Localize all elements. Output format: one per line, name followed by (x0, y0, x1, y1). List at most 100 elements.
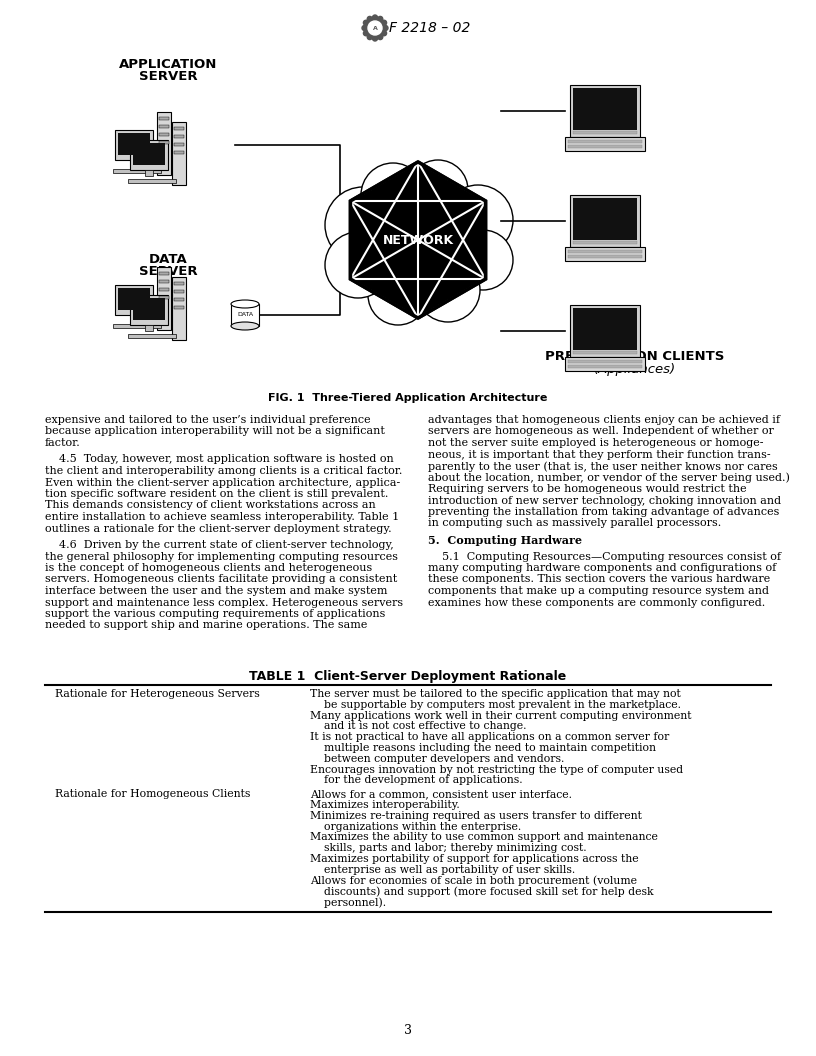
Bar (568, 360, 642, 363)
Text: Allows for a common, consistent user interface.: Allows for a common, consistent user int… (310, 789, 572, 799)
Text: preventing the installation from taking advantage of advances: preventing the installation from taking … (428, 507, 779, 517)
Bar (157, 267, 171, 329)
Text: Many applications work well in their current computing environment: Many applications work well in their cur… (310, 711, 691, 720)
Text: these components. This section covers the various hardware: these components. This section covers th… (428, 574, 770, 585)
Circle shape (368, 21, 382, 35)
Bar (118, 288, 150, 310)
Text: neous, it is important that they perform their function trans-: neous, it is important that they perform… (428, 450, 770, 459)
Text: 3: 3 (404, 1023, 412, 1037)
Text: interface between the user and the system and make system: interface between the user and the syste… (45, 586, 388, 596)
Text: servers. Homogeneous clients facilitate providing a consistent: servers. Homogeneous clients facilitate … (45, 574, 397, 585)
Text: 5.  Computing Hardware: 5. Computing Hardware (428, 535, 582, 546)
Text: about the location, number, or vendor of the server being used.): about the location, number, or vendor of… (428, 472, 790, 483)
Circle shape (382, 20, 387, 25)
Text: organizations within the enterprise.: organizations within the enterprise. (310, 822, 521, 831)
Text: SERVER: SERVER (139, 70, 197, 83)
Bar (133, 298, 165, 320)
Text: Allows for economies of scale in both procurement (volume: Allows for economies of scale in both pr… (310, 875, 637, 886)
Bar (159, 125, 169, 128)
Bar (568, 250, 642, 253)
Bar (231, 304, 259, 326)
Bar (159, 272, 169, 275)
Bar (133, 143, 165, 165)
Text: between computer developers and vendors.: between computer developers and vendors. (310, 754, 565, 763)
Text: PRESENTATION CLIENTS: PRESENTATION CLIENTS (545, 350, 725, 363)
Bar (128, 334, 176, 338)
Text: NETWORK: NETWORK (383, 233, 454, 246)
Circle shape (325, 187, 401, 263)
Circle shape (372, 15, 378, 20)
Bar (174, 290, 184, 293)
Text: discounts) and support (more focused skill set for help desk: discounts) and support (more focused ski… (310, 886, 654, 897)
Text: A: A (373, 25, 378, 31)
Circle shape (383, 25, 388, 31)
Bar (174, 151, 184, 154)
Bar (568, 254, 642, 258)
Text: introduction of new server technology, choking innovation and: introduction of new server technology, c… (428, 495, 781, 506)
Bar (565, 247, 645, 261)
Text: personnel).: personnel). (310, 898, 386, 908)
Circle shape (367, 35, 372, 39)
Circle shape (382, 31, 387, 36)
Bar (570, 84, 640, 137)
Bar (573, 351, 637, 354)
Circle shape (372, 36, 378, 41)
Text: because application interoperability will not be a significant: because application interoperability wil… (45, 427, 385, 436)
Bar (159, 296, 169, 299)
Text: This demands consistency of client workstations across an: This demands consistency of client works… (45, 501, 375, 510)
Bar (130, 161, 138, 166)
Text: DATA: DATA (237, 313, 253, 318)
Bar (174, 282, 184, 285)
Text: FIG. 1  Three-Tiered Application Architecture: FIG. 1 Three-Tiered Application Architec… (268, 393, 548, 403)
Text: 5.1  Computing Resources—Computing resources consist of: 5.1 Computing Resources—Computing resour… (428, 551, 781, 562)
Text: support the various computing requirements of applications: support the various computing requiremen… (45, 609, 385, 619)
Bar (159, 142, 169, 144)
Ellipse shape (231, 300, 259, 308)
Text: multiple reasons including the need to maintain competition: multiple reasons including the need to m… (310, 743, 656, 753)
Circle shape (363, 20, 368, 25)
Polygon shape (350, 162, 486, 318)
Text: in computing such as massively parallel processors.: in computing such as massively parallel … (428, 518, 721, 528)
Circle shape (363, 31, 368, 36)
Text: servers are homogeneous as well. Independent of whether or: servers are homogeneous as well. Indepen… (428, 427, 774, 436)
Bar (113, 324, 161, 328)
Bar (573, 241, 637, 244)
Bar (565, 357, 645, 371)
Text: F 2218 – 02: F 2218 – 02 (389, 21, 470, 35)
Bar (159, 280, 169, 283)
Text: 4.6  Driven by the current state of client-server technology,: 4.6 Driven by the current state of clien… (45, 540, 394, 550)
Text: skills, parts and labor; thereby minimizing cost.: skills, parts and labor; thereby minimiz… (310, 843, 587, 853)
Text: be supportable by computers most prevalent in the marketplace.: be supportable by computers most prevale… (310, 700, 681, 710)
Bar (573, 308, 637, 350)
Bar (174, 143, 184, 146)
Bar (130, 140, 168, 170)
Circle shape (368, 265, 428, 325)
Bar (145, 325, 153, 331)
Text: Maximizes interoperability.: Maximizes interoperability. (310, 800, 459, 810)
Circle shape (408, 161, 468, 220)
Bar (174, 127, 184, 130)
Text: SERVER: SERVER (139, 265, 197, 278)
Text: (Appliances): (Appliances) (594, 363, 676, 376)
Text: components that make up a computing resource system and: components that make up a computing reso… (428, 586, 769, 596)
Text: examines how these components are commonly configured.: examines how these components are common… (428, 598, 765, 607)
Text: Requiring servers to be homogeneous would restrict the: Requiring servers to be homogeneous woul… (428, 484, 747, 494)
Text: Rationale for Heterogeneous Servers: Rationale for Heterogeneous Servers (55, 689, 259, 699)
Circle shape (453, 230, 513, 290)
Circle shape (378, 17, 383, 21)
Circle shape (416, 258, 480, 322)
Text: DATA: DATA (149, 253, 188, 266)
Text: Even within the client-server application architecture, applica-: Even within the client-server applicatio… (45, 477, 401, 488)
Text: It is not practical to have all applications on a common server for: It is not practical to have all applicat… (310, 732, 669, 742)
Bar (570, 305, 640, 357)
Text: the general philosophy for implementing computing resources: the general philosophy for implementing … (45, 551, 398, 562)
Text: advantages that homogeneous clients enjoy can be achieved if: advantages that homogeneous clients enjo… (428, 415, 780, 425)
Bar (130, 315, 138, 321)
Bar (174, 306, 184, 309)
Text: parently to the user (that is, the user neither knows nor cares: parently to the user (that is, the user … (428, 461, 778, 472)
Text: factor.: factor. (45, 438, 81, 448)
Text: Maximizes the ability to use common support and maintenance: Maximizes the ability to use common supp… (310, 832, 658, 843)
Bar (573, 199, 637, 240)
Text: the client and interoperability among clients is a critical factor.: the client and interoperability among cl… (45, 466, 402, 476)
Bar (174, 298, 184, 301)
